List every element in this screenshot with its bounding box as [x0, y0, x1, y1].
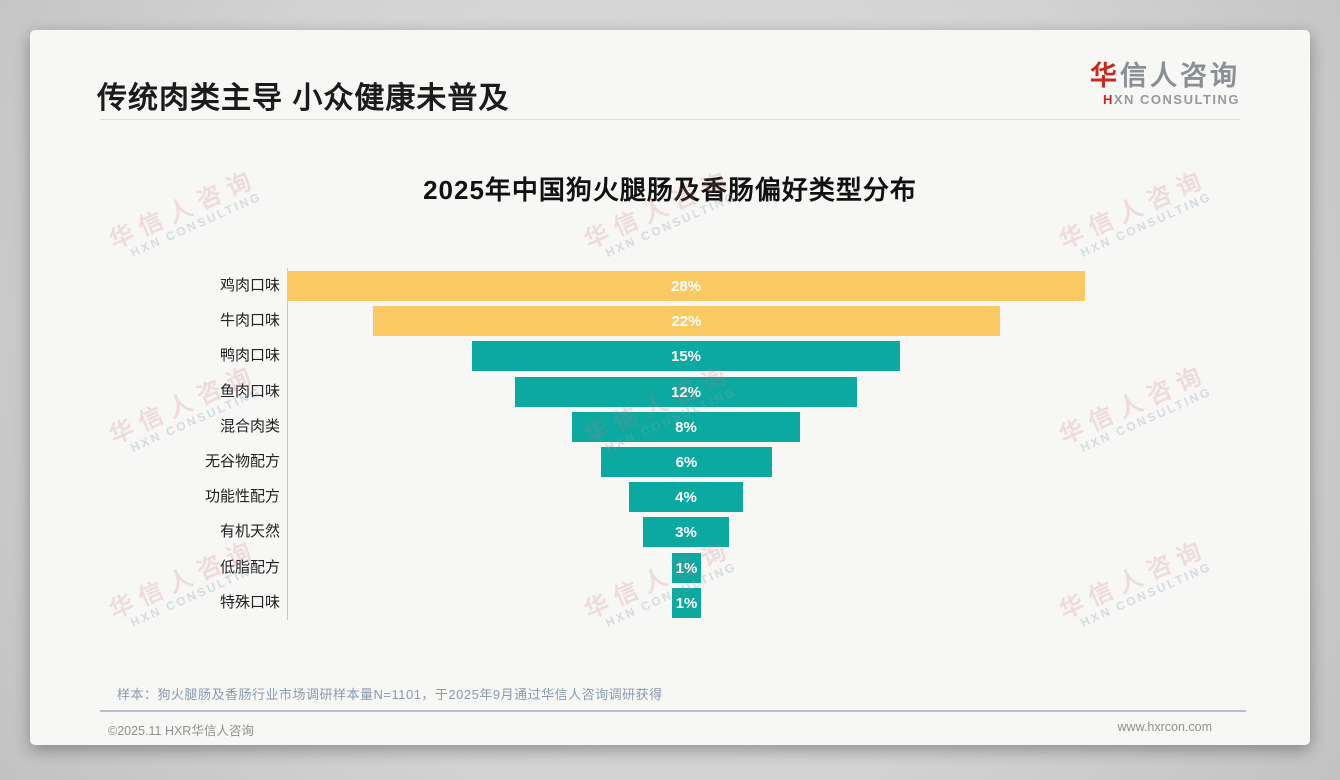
funnel-bar: 3% — [643, 517, 729, 547]
category-label: 低脂配方 — [219, 559, 280, 576]
category-label: 特殊口味 — [219, 594, 280, 611]
category-label: 鸡肉口味 — [219, 277, 280, 294]
category-label: 有机天然 — [219, 523, 280, 540]
bar-value-label: 8% — [675, 418, 697, 436]
slide-card: 传统肉类主导 小众健康未普及 华信人咨询 HXN CONSULTING 2025… — [30, 30, 1310, 745]
funnel-bar: 15% — [472, 341, 900, 371]
category-label: 功能性配方 — [204, 488, 280, 505]
funnel-bar: 8% — [572, 412, 800, 442]
bar-value-label: 4% — [675, 488, 697, 506]
funnel-bar: 22% — [373, 306, 1000, 336]
sample-note: 样本：狗火腿肠及香肠行业市场调研样本量N=1101，于2025年9月通过华信人咨… — [117, 687, 663, 702]
logo-name: 华信人咨询 — [1090, 61, 1240, 92]
funnel-bar: 1% — [672, 553, 701, 583]
bar-value-label: 15% — [670, 347, 702, 365]
page-title: 传统肉类主导 小众健康未普及 — [97, 82, 510, 115]
bar-value-label: 3% — [675, 523, 697, 541]
copyright-text: ©2025.11 HXR华信人咨询 — [108, 724, 254, 738]
category-label: 无谷物配方 — [204, 453, 280, 470]
category-label: 牛肉口味 — [219, 312, 280, 329]
logo-subtitle-accent: H — [1102, 91, 1114, 107]
funnel-bar: 6% — [601, 447, 772, 477]
title-divider — [100, 119, 1240, 120]
funnel-bar: 4% — [629, 482, 743, 512]
bar-value-label: 28% — [670, 277, 702, 295]
bar-value-label: 22% — [671, 312, 702, 330]
logo-subtitle: HXN CONSULTING — [1090, 91, 1240, 107]
logo-name-rest: 信人咨询 — [1120, 61, 1240, 91]
category-label: 鱼肉口味 — [219, 383, 280, 400]
funnel-chart: 鸡肉口味 28% 牛肉口味 22% 鸭肉口味 15% 鱼肉口味 12% 混合肉类 8% 无谷物配方 6… — [30, 30, 1310, 745]
footer-divider — [100, 710, 1246, 712]
category-label: 鸭肉口味 — [219, 347, 280, 364]
y-axis-line — [287, 268, 288, 620]
logo-subtitle-rest: XN CONSULTING — [1113, 91, 1240, 107]
bar-value-label: 12% — [670, 383, 702, 401]
bar-value-label: 1% — [675, 559, 698, 577]
bar-value-label: 1% — [675, 594, 698, 612]
category-label: 混合肉类 — [219, 418, 280, 435]
bar-value-label: 6% — [675, 453, 698, 471]
funnel-bar: 1% — [672, 588, 701, 618]
company-logo: 华信人咨询 HXN CONSULTING — [1090, 61, 1240, 107]
funnel-bar: 12% — [515, 377, 857, 407]
website-text: www.hxrcon.com — [1117, 720, 1212, 734]
logo-name-accent: 华 — [1090, 61, 1120, 91]
chart-title: 2025年中国狗火腿肠及香肠偏好类型分布 — [423, 175, 917, 205]
funnel-bar: 28% — [287, 271, 1085, 301]
